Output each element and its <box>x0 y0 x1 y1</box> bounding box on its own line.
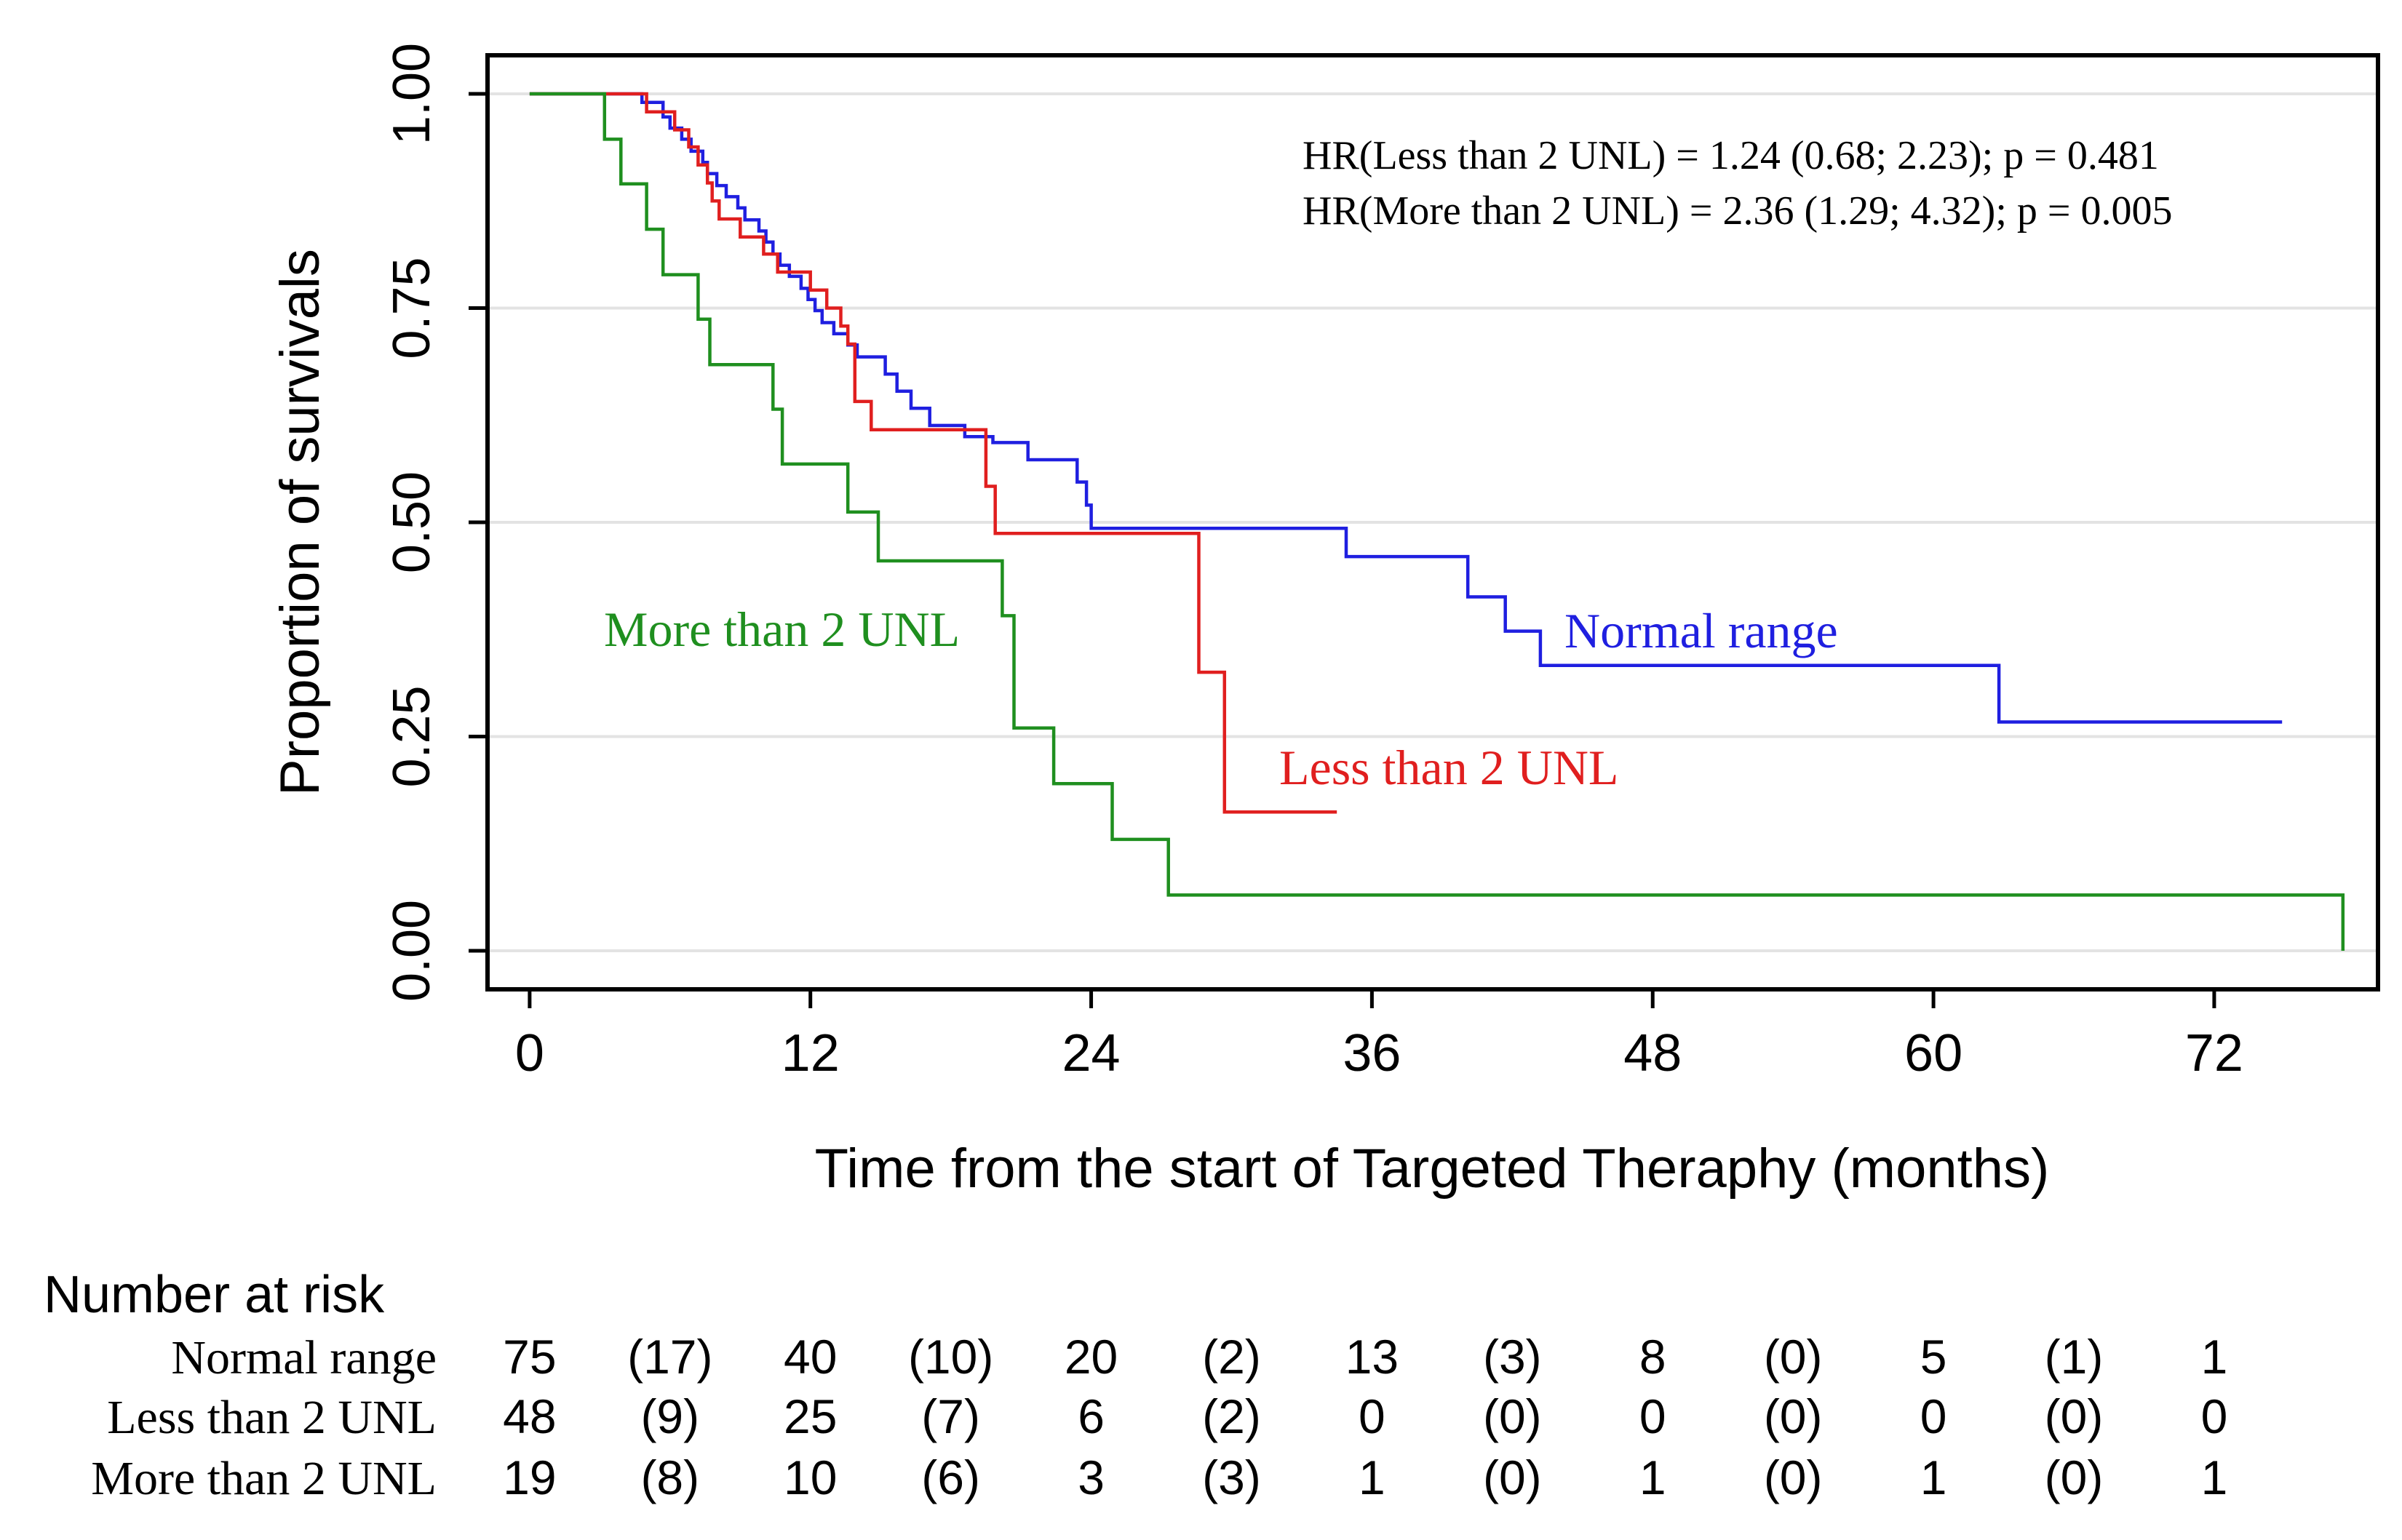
x-axis: 0 12 24 36 48 60 72 <box>515 989 2243 1082</box>
y-axis: 0.00 0.25 0.50 0.75 1.00 <box>383 43 488 1002</box>
risk-cell-2-0: 19 <box>503 1451 556 1504</box>
risk-cell-1-12: 0 <box>2201 1389 2228 1443</box>
curve-normal-range <box>529 92 2283 724</box>
risk-cell-0-4: 20 <box>1065 1330 1118 1384</box>
risk-cell-0-0: 75 <box>503 1330 556 1384</box>
y-tick-label-1: 0.25 <box>383 685 441 787</box>
risk-cell-1-4: 6 <box>1078 1389 1105 1443</box>
risk-cell-1-6: 0 <box>1359 1389 1385 1443</box>
risk-cell-1-10: 0 <box>1920 1389 1947 1443</box>
curve-less-than-2-unl <box>529 92 1337 814</box>
x-tick-label-2: 24 <box>1062 1024 1121 1082</box>
risk-cell-2-6: 1 <box>1359 1451 1385 1504</box>
risk-cell-0-5: (2) <box>1202 1330 1261 1384</box>
risk-cell-1-7: (0) <box>1483 1389 1542 1443</box>
hr-annotation-more: HR(More than 2 UNL) = 2.36 (1.29; 4.32);… <box>1303 188 2172 234</box>
risk-cell-1-5: (2) <box>1202 1389 1261 1443</box>
x-tick-label-3: 36 <box>1343 1024 1401 1082</box>
survival-curves <box>529 92 2345 951</box>
curve-more-than-2-unl <box>529 92 2345 951</box>
risk-cell-2-7: (0) <box>1483 1451 1542 1504</box>
y-tick-label-3: 0.75 <box>383 257 441 359</box>
risk-cell-0-8: 8 <box>1639 1330 1666 1384</box>
series-label-less-than-2-unl: Less than 2 UNL <box>1279 740 1618 795</box>
risk-cell-2-3: (6) <box>921 1451 980 1504</box>
risk-row-name-0: Normal range <box>171 1331 437 1384</box>
x-tick-label-5: 60 <box>1904 1024 1962 1082</box>
y-tick-label-2: 0.50 <box>383 471 441 573</box>
risk-cell-0-6: 13 <box>1345 1330 1399 1384</box>
y-tick-label-0: 0.00 <box>383 900 441 1002</box>
risk-cell-2-8: 1 <box>1639 1451 1666 1504</box>
risk-cell-2-12: 1 <box>2201 1451 2228 1504</box>
y-tick-label-4: 1.00 <box>383 43 441 145</box>
risk-cell-2-10: 1 <box>1920 1451 1947 1504</box>
risk-cell-2-4: 3 <box>1078 1451 1105 1504</box>
risk-cell-0-10: 5 <box>1920 1330 1947 1384</box>
grid-lines <box>488 92 2378 952</box>
x-axis-title: Time from the start of Targeted Theraphy… <box>815 1138 2050 1200</box>
risk-cell-0-2: 40 <box>784 1330 837 1384</box>
risk-cell-2-11: (0) <box>2045 1451 2104 1504</box>
risk-table-title: Number at risk <box>44 1266 385 1324</box>
risk-cell-1-3: (7) <box>921 1389 980 1443</box>
risk-cell-2-2: 10 <box>784 1451 837 1504</box>
risk-cell-0-11: (1) <box>2045 1330 2104 1384</box>
risk-cell-0-7: (3) <box>1483 1330 1542 1384</box>
risk-cell-1-0: 48 <box>503 1389 556 1443</box>
risk-row-name-2: More than 2 UNL <box>91 1452 437 1505</box>
hr-annotation-less: HR(Less than 2 UNL) = 1.24 (0.68; 2.23);… <box>1303 133 2159 178</box>
risk-cell-2-1: (8) <box>640 1451 699 1504</box>
risk-cell-1-11: (0) <box>2045 1389 2104 1443</box>
risk-cell-1-9: (0) <box>1764 1389 1823 1443</box>
risk-table: Normal range 75 (17) 40 (10) 20 (2) 13 (3) 8 (0) 5(… <box>91 1330 2227 1505</box>
risk-cell-1-2: 25 <box>784 1389 837 1443</box>
x-tick-label-1: 12 <box>782 1024 840 1082</box>
series-label-more-than-2-unl: More than 2 UNL <box>604 602 960 657</box>
series-label-normal-range: Normal range <box>1564 603 1838 658</box>
risk-cell-2-9: (0) <box>1764 1451 1823 1504</box>
risk-cell-2-5: (3) <box>1202 1451 1261 1504</box>
x-tick-label-0: 0 <box>515 1024 544 1082</box>
risk-row-name-1: Less than 2 UNL <box>107 1391 437 1444</box>
risk-cell-0-12: 1 <box>2201 1330 2228 1384</box>
x-tick-label-6: 72 <box>2185 1024 2243 1082</box>
x-tick-label-4: 48 <box>1623 1024 1682 1082</box>
risk-cell-0-9: (0) <box>1764 1330 1823 1384</box>
risk-cell-0-1: (17) <box>627 1330 712 1384</box>
risk-cell-1-1: (9) <box>640 1389 699 1443</box>
y-axis-title: Proportion of survivals <box>269 249 331 796</box>
risk-cell-1-8: 0 <box>1639 1389 1666 1443</box>
risk-cell-0-3: (10) <box>908 1330 993 1384</box>
